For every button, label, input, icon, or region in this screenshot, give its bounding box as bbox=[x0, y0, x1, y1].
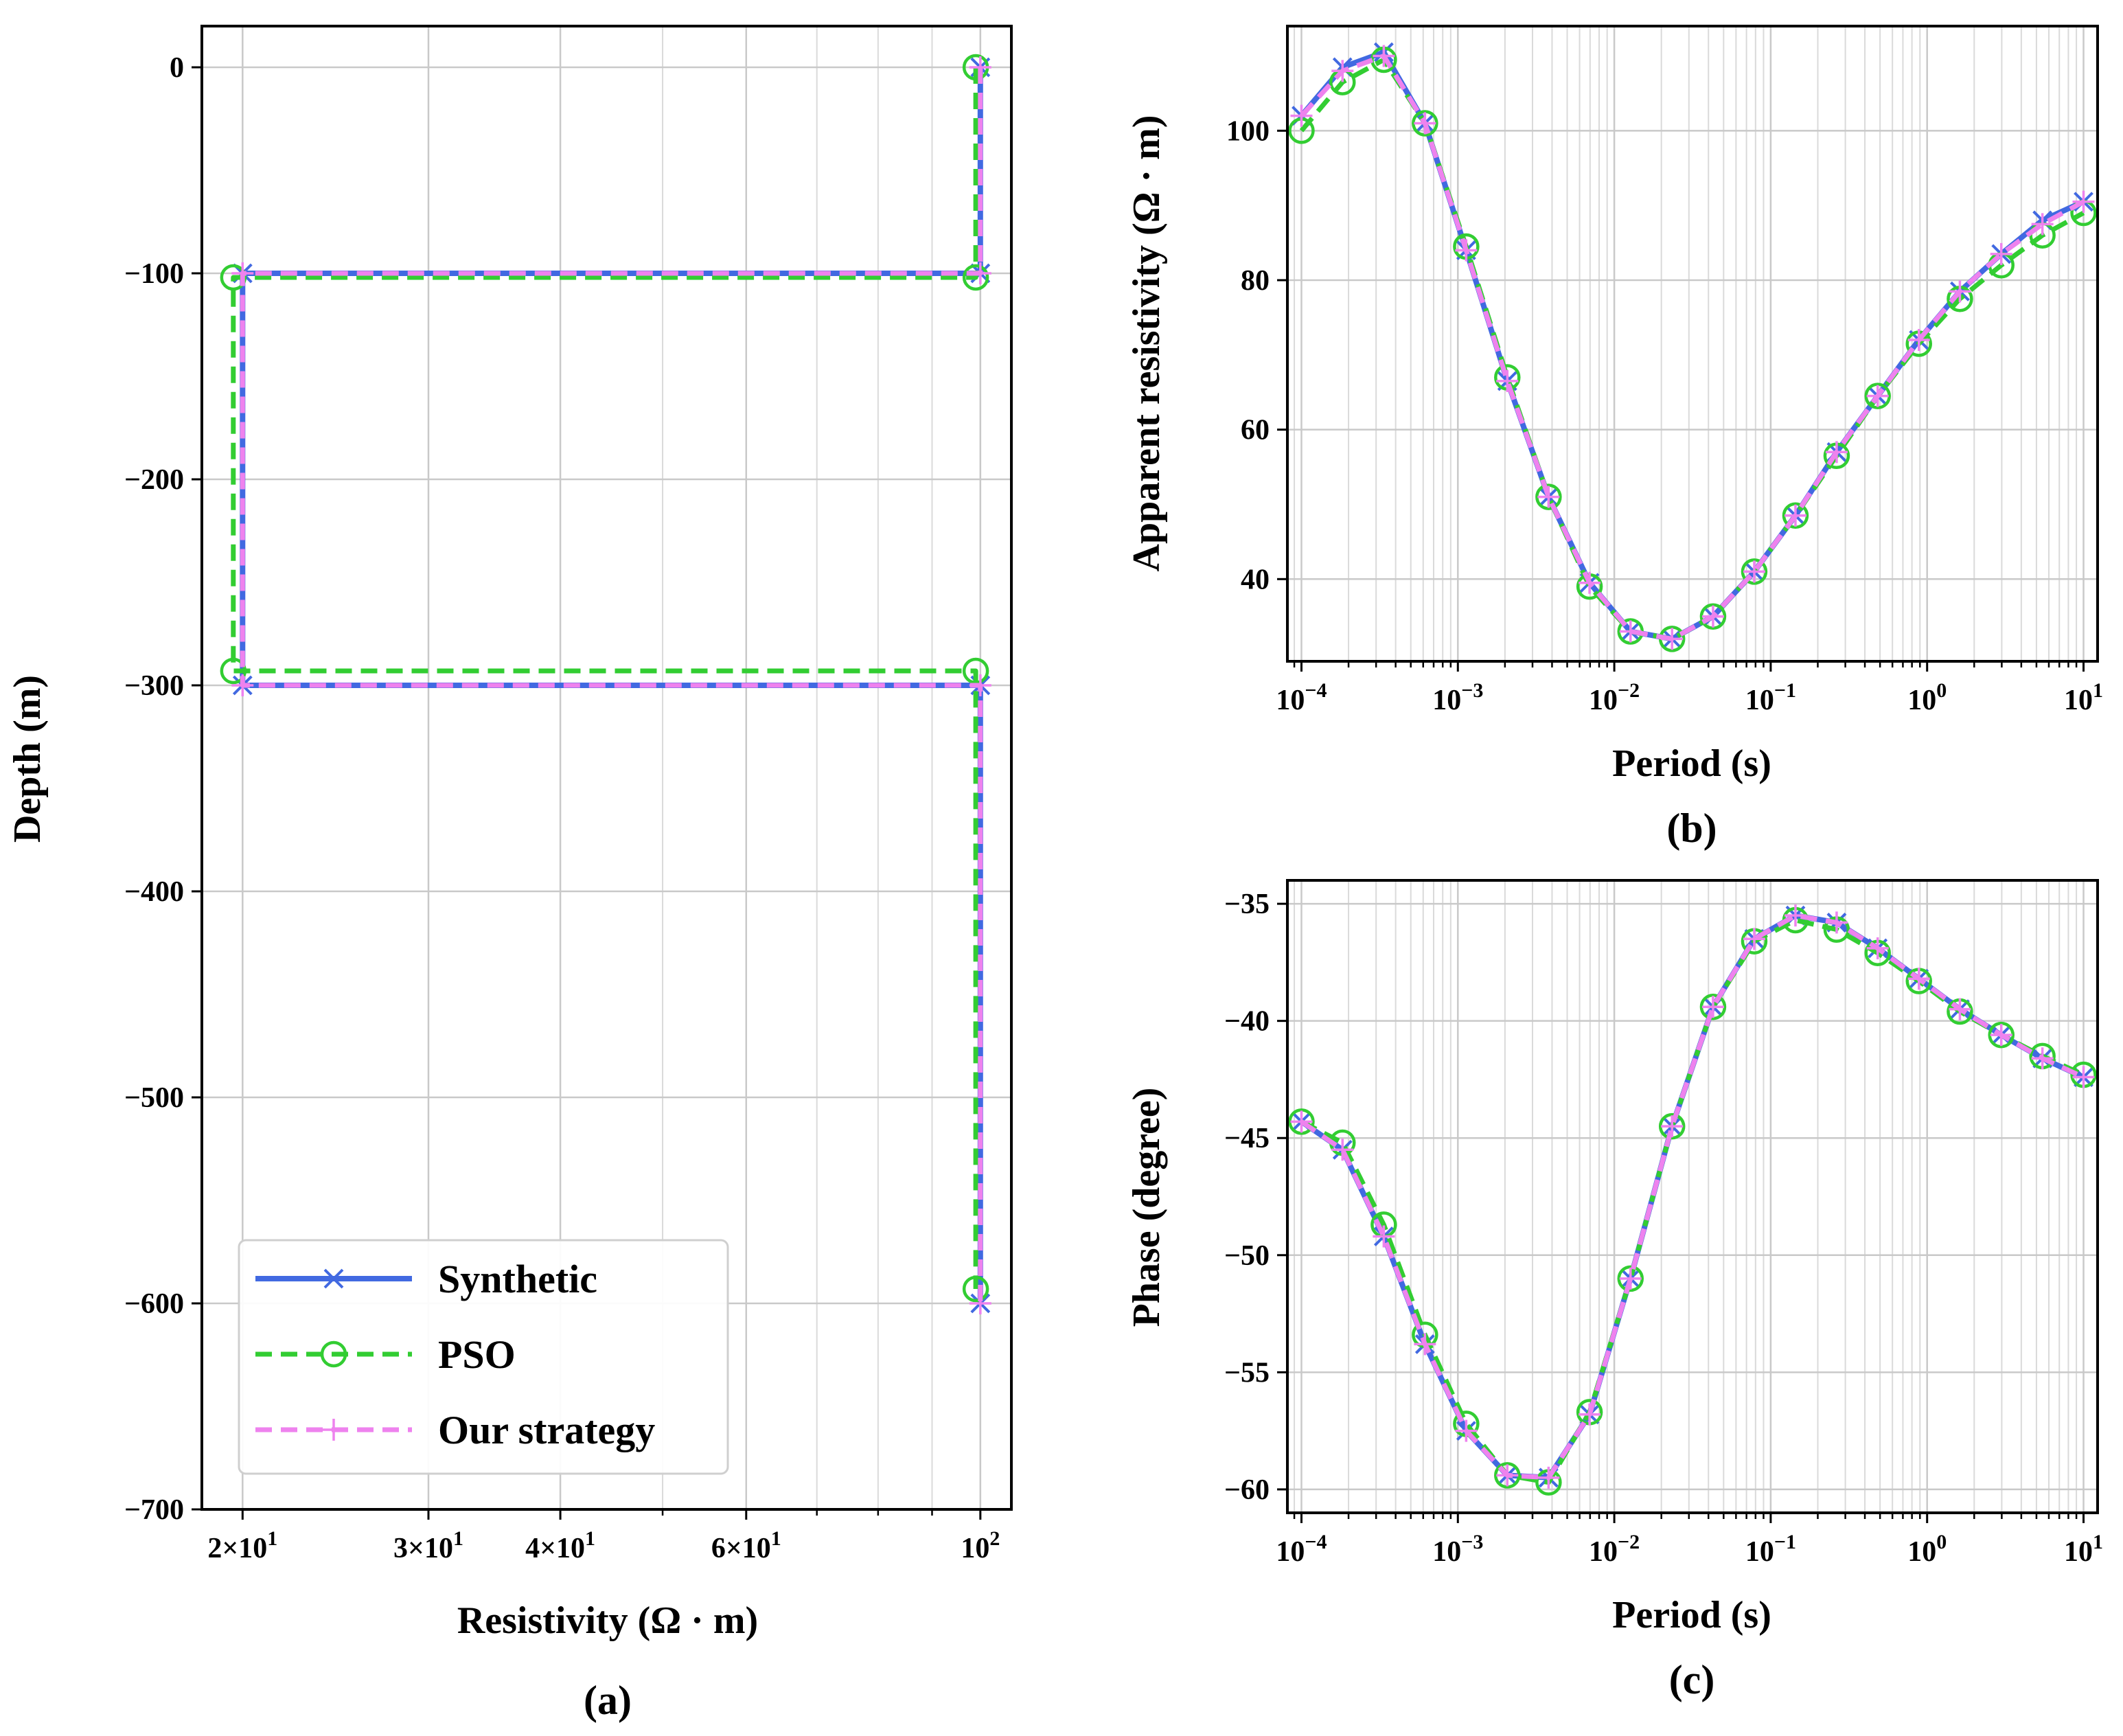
pso-series-line-b bbox=[1299, 57, 2085, 641]
y-tick-label-c-5: −60 bbox=[1224, 1474, 1270, 1506]
phase-chart: 10−4 10−3 10−2 10−1 100 101 −35 −40 −45 −50 −55 −60 bbox=[1224, 879, 2103, 1568]
y-tick-label-a-6: −600 bbox=[124, 1288, 184, 1320]
x-tick-label-b-1: 10−3 bbox=[1432, 679, 1483, 716]
x-tick-label-c-0: 10−4 bbox=[1276, 1531, 1327, 1568]
axes-frame-b bbox=[1286, 25, 2099, 663]
series-group-c bbox=[1288, 904, 2097, 1496]
ours-series-line-a bbox=[240, 67, 983, 1303]
pso-marker-a-1 bbox=[962, 264, 989, 291]
legend-marker-pso bbox=[320, 1340, 347, 1368]
ours-series-line-b bbox=[1299, 54, 2085, 641]
phase-axis-label: Phase (degree) bbox=[1125, 1088, 1168, 1327]
pso-marker-c-0 bbox=[1288, 1108, 1315, 1135]
x-tick-label-b-3: 10−1 bbox=[1745, 679, 1796, 716]
pso-marker-a-3 bbox=[220, 657, 247, 685]
x-tick-label-b-0: 10−4 bbox=[1276, 679, 1327, 716]
y-tick-label-a-0: 0 bbox=[170, 52, 184, 84]
panel-a-caption: (a) bbox=[584, 1678, 632, 1723]
panel-c-caption: (c) bbox=[1669, 1657, 1715, 1702]
pso-marker-b-12 bbox=[1782, 502, 1809, 529]
series-group-a bbox=[220, 54, 991, 1314]
y-tick-label-c-2: −45 bbox=[1224, 1123, 1270, 1154]
y-tick-label-a-4: −400 bbox=[124, 876, 184, 908]
x-tick-label-c-3: 10−1 bbox=[1745, 1531, 1796, 1568]
legend-label-ours: Our strategy bbox=[438, 1408, 655, 1452]
legend-box bbox=[238, 1239, 729, 1475]
pso-marker-c-10 bbox=[1699, 993, 1727, 1020]
x-tick-label-c-1: 10−3 bbox=[1432, 1531, 1483, 1568]
x-tick-label-a-1: 3×101 bbox=[393, 1527, 463, 1564]
axes-frame-a bbox=[200, 25, 1013, 1511]
x-tick-label-b-2: 10−2 bbox=[1589, 679, 1640, 716]
y-tick-label-a-7: −700 bbox=[124, 1494, 184, 1526]
pso-marker-b-3 bbox=[1412, 110, 1438, 137]
x-tick-label-c-5: 101 bbox=[2064, 1531, 2103, 1568]
apparent-resistivity-axis-label: Apparent resistivity (Ω · m) bbox=[1125, 115, 1168, 572]
x-tick-label-a-4: 102 bbox=[961, 1527, 1000, 1564]
y-tick-label-a-5: −500 bbox=[124, 1082, 184, 1114]
x-tick-label-c-4: 100 bbox=[1907, 1531, 1947, 1568]
x-tick-label-a-3: 6×101 bbox=[711, 1527, 781, 1564]
y-tick-label-a-2: −200 bbox=[124, 464, 184, 496]
y-tick-label-c-4: −55 bbox=[1224, 1357, 1270, 1389]
pso-marker-b-11 bbox=[1741, 558, 1768, 585]
pso-marker-b-6 bbox=[1535, 483, 1562, 510]
axes-frame-c bbox=[1286, 879, 2099, 1514]
y-tick-label-a-3: −300 bbox=[124, 670, 184, 702]
legend-label-pso: PSO bbox=[438, 1332, 516, 1377]
synthetic-series-line-c bbox=[1300, 913, 2085, 1481]
period-axis-label-b: Period (s) bbox=[1612, 742, 1771, 785]
pso-marker-a-5 bbox=[962, 1275, 989, 1303]
pso-marker-b-10 bbox=[1699, 603, 1727, 630]
x-tick-label-c-2: 10−2 bbox=[1589, 1531, 1640, 1568]
apparent-resistivity-chart: 10−4 10−3 10−2 10−1 100 101 40 60 80 100 bbox=[1226, 25, 2103, 716]
pso-marker-c-9 bbox=[1658, 1112, 1686, 1140]
synthetic-series-line-b bbox=[1299, 49, 2085, 642]
ours-series-line-c bbox=[1300, 913, 2085, 1481]
resistivity-depth-chart: 2×101 3×101 4×101 6×101 102 0 −100 −200 −300 −400… bbox=[124, 25, 1013, 1564]
period-axis-label-c: Period (s) bbox=[1612, 1594, 1771, 1636]
y-tick-label-b-2: 80 bbox=[1241, 265, 1270, 297]
y-tick-label-c-0: −35 bbox=[1224, 889, 1270, 920]
legend: Synthetic PSO Our strategy bbox=[238, 1239, 729, 1475]
y-tick-label-b-3: 100 bbox=[1226, 115, 1270, 147]
panel-b-caption: (b) bbox=[1666, 806, 1717, 851]
y-tick-label-b-1: 60 bbox=[1241, 415, 1270, 446]
pso-marker-c-17 bbox=[1988, 1021, 2015, 1049]
x-tick-label-b-4: 100 bbox=[1907, 679, 1947, 716]
x-tick-label-a-2: 4×101 bbox=[525, 1527, 595, 1564]
depth-axis-label: Depth (m) bbox=[6, 675, 49, 843]
x-tick-label-b-5: 101 bbox=[2064, 679, 2103, 716]
pso-series-line-a bbox=[231, 67, 978, 1289]
legend-marker-synthetic-stroke2 bbox=[323, 1268, 344, 1289]
x-tick-label-a-0: 2×101 bbox=[207, 1527, 277, 1564]
resistivity-axis-label: Resistivity (Ω · m) bbox=[457, 1599, 758, 1642]
y-tick-label-c-3: −50 bbox=[1224, 1240, 1270, 1272]
y-tick-label-b-0: 40 bbox=[1241, 564, 1270, 595]
legend-label-synthetic: Synthetic bbox=[438, 1257, 597, 1301]
series-group-b bbox=[1288, 42, 2097, 652]
y-tick-label-a-1: −100 bbox=[124, 258, 184, 290]
pso-marker-c-5 bbox=[1494, 1462, 1521, 1489]
pso-marker-a-4 bbox=[962, 657, 989, 685]
pso-marker-a-2 bbox=[220, 264, 247, 291]
y-tick-label-c-1: −40 bbox=[1224, 1006, 1270, 1038]
pso-marker-c-8 bbox=[1617, 1265, 1644, 1292]
pso-marker-b-14 bbox=[1864, 382, 1891, 409]
